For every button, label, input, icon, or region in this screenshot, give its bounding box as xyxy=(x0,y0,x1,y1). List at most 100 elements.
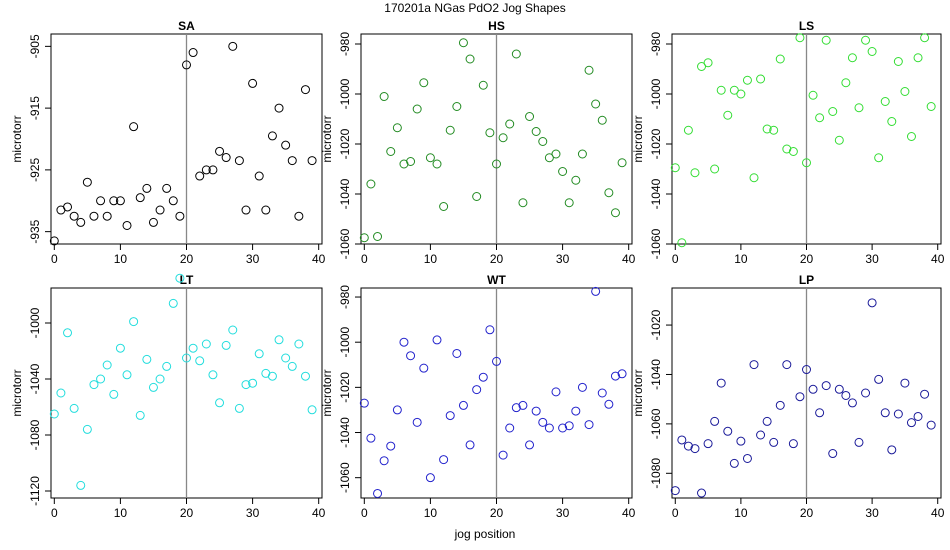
data-point xyxy=(307,156,317,166)
data-point xyxy=(551,149,561,159)
x-tick-label: 20 xyxy=(180,252,194,266)
y-tick-label: -1060 xyxy=(338,228,352,259)
data-point xyxy=(142,354,152,364)
data-point xyxy=(254,349,264,359)
data-point xyxy=(215,398,225,408)
data-point xyxy=(604,188,614,198)
data-point xyxy=(697,488,707,498)
data-point xyxy=(710,416,720,426)
data-point xyxy=(906,418,916,428)
data-point xyxy=(828,449,838,459)
y-tick-label: -1020 xyxy=(338,372,352,403)
data-point xyxy=(122,370,132,380)
data-point xyxy=(261,205,271,215)
data-point xyxy=(703,58,713,68)
data-point xyxy=(195,356,205,366)
panels: SA 0 10 20 30 40 -935 -925 -915 -905 microtorr HS 0 1… xyxy=(10,19,945,520)
y-tick-label: -1060 xyxy=(649,408,663,439)
data-point xyxy=(373,232,383,241)
data-point xyxy=(847,398,857,408)
data-point xyxy=(412,104,422,114)
data-point xyxy=(228,41,238,51)
data-point xyxy=(122,220,132,230)
x-tick-label: 40 xyxy=(931,506,945,520)
data-point xyxy=(142,183,152,193)
data-point xyxy=(802,158,811,168)
data-point xyxy=(96,374,106,384)
data-point xyxy=(769,125,779,135)
data-point xyxy=(115,196,125,206)
data-point xyxy=(887,117,897,126)
x-tick-label: 30 xyxy=(865,506,879,520)
data-point xyxy=(920,33,930,43)
y-axis-label-lt: microtorr xyxy=(10,369,24,416)
x-tick-label: 0 xyxy=(672,252,679,266)
data-point xyxy=(670,486,680,496)
data-point xyxy=(452,102,462,111)
data-point xyxy=(465,54,475,64)
data-point xyxy=(558,167,568,176)
data-point xyxy=(808,90,818,100)
data-point xyxy=(723,426,733,436)
y-tick-label: -1000 xyxy=(28,307,42,338)
data-point xyxy=(228,325,238,335)
x-tick-label: 40 xyxy=(622,252,636,266)
x-tick-label: 20 xyxy=(800,252,814,266)
data-point xyxy=(135,410,145,420)
data-point xyxy=(379,92,389,101)
y-tick-label: -1020 xyxy=(338,128,352,159)
data-point xyxy=(82,177,92,187)
x-tick-label: 30 xyxy=(246,506,260,520)
data-point xyxy=(926,102,936,111)
data-point xyxy=(591,286,601,296)
data-point xyxy=(736,436,746,446)
data-point xyxy=(135,193,145,203)
data-point xyxy=(300,371,310,381)
data-point xyxy=(584,420,594,430)
x-tick-label: 0 xyxy=(361,252,368,266)
data-point xyxy=(254,171,264,181)
data-point xyxy=(248,378,258,388)
x-tick-label: 40 xyxy=(312,506,326,520)
data-point xyxy=(458,400,468,410)
y-tick-label: -1000 xyxy=(338,327,352,358)
data-point xyxy=(518,198,528,208)
y-tick-label: -1040 xyxy=(338,178,352,209)
data-point xyxy=(485,325,495,335)
data-point xyxy=(248,78,258,88)
data-point xyxy=(775,400,785,410)
panel-wt: WT 0 10 20 30 40 -1060 -1040 -1020 -1000 -980 micro… xyxy=(320,273,636,520)
data-point xyxy=(710,164,720,174)
data-point xyxy=(610,371,620,381)
x-tick-label: 20 xyxy=(180,506,194,520)
data-point xyxy=(294,339,304,349)
data-point xyxy=(893,409,903,419)
data-point xyxy=(215,146,225,156)
data-point xyxy=(168,298,178,308)
data-point xyxy=(201,339,211,349)
data-point xyxy=(274,103,284,113)
data-point xyxy=(281,140,291,150)
data-point xyxy=(129,122,139,132)
figure-title: 170201a NGas PdO2 Jog Shapes xyxy=(384,1,565,15)
data-point xyxy=(821,381,831,391)
data-point xyxy=(386,147,396,156)
data-point xyxy=(465,440,475,450)
data-point xyxy=(439,202,449,211)
data-point xyxy=(373,488,383,498)
data-point xyxy=(478,372,488,382)
data-point xyxy=(577,382,587,392)
data-point xyxy=(89,211,99,221)
y-tick-label: -1020 xyxy=(649,309,663,340)
data-point xyxy=(208,165,218,175)
data-point xyxy=(234,156,244,166)
data-point xyxy=(926,420,936,430)
data-point xyxy=(445,411,455,421)
data-point xyxy=(913,411,923,421)
data-point xyxy=(425,153,435,163)
data-point xyxy=(511,49,521,59)
data-point xyxy=(419,363,429,373)
data-point xyxy=(399,337,409,347)
data-point xyxy=(307,405,317,415)
data-point xyxy=(564,421,574,431)
